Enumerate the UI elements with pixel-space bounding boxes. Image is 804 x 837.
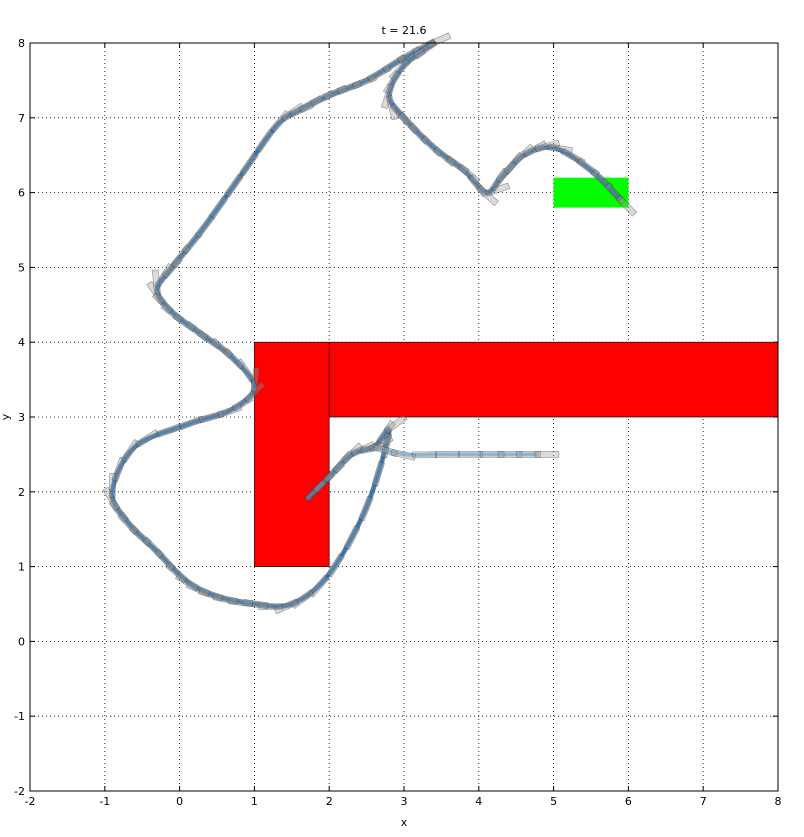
vertical-obstacle [254,342,329,566]
y-tick-label: 5 [18,261,25,274]
y-tick-label: 4 [18,336,25,349]
horizontal-obstacle [329,342,778,417]
y-tick-label: 6 [18,187,25,200]
x-tick-label: 8 [775,795,782,808]
y-tick-label: -1 [14,710,25,723]
y-axis-label: y [0,413,12,420]
x-tick-label: 2 [326,795,333,808]
x-tick-label: 3 [401,795,408,808]
x-tick-label: 4 [475,795,482,808]
chart-title: t = 21.6 [381,24,426,37]
y-tick-label: 0 [18,635,25,648]
y-tick-label: 3 [18,411,25,424]
x-tick-label: 6 [625,795,632,808]
y-tick-label: 8 [18,37,25,50]
y-tick-label: 2 [18,486,25,499]
x-tick-label: 7 [700,795,707,808]
x-tick-label: 5 [550,795,557,808]
x-tick-label: -2 [25,795,36,808]
x-axis-label: x [401,816,408,829]
y-tick-label: 1 [18,561,25,574]
pose-box [413,452,437,458]
x-tick-label: -1 [99,795,110,808]
pose-box [436,451,460,457]
x-tick-label: 0 [176,795,183,808]
pose-box [535,451,559,457]
y-tick-label: -2 [14,785,25,798]
pose-box [459,451,483,457]
x-tick-label: 1 [251,795,258,808]
y-tick-label: 7 [18,112,25,125]
